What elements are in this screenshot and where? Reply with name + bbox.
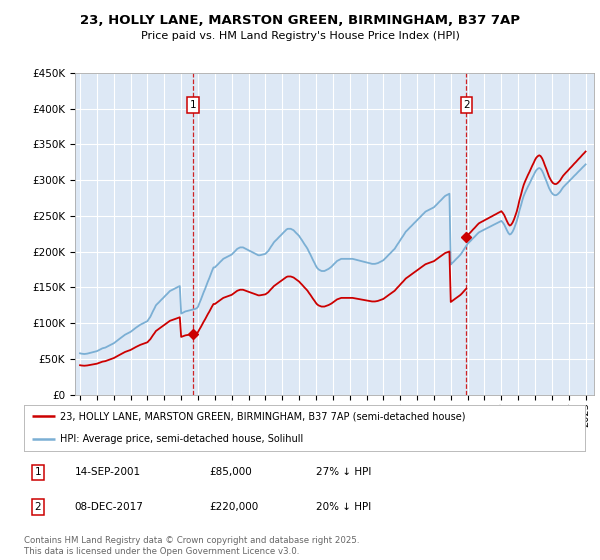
Text: HPI: Average price, semi-detached house, Solihull: HPI: Average price, semi-detached house,… bbox=[61, 435, 304, 444]
Text: 1: 1 bbox=[190, 100, 196, 110]
Text: 1: 1 bbox=[35, 467, 41, 477]
Text: 27% ↓ HPI: 27% ↓ HPI bbox=[316, 467, 371, 477]
Text: 2: 2 bbox=[463, 100, 470, 110]
Text: £85,000: £85,000 bbox=[209, 467, 252, 477]
Text: Contains HM Land Registry data © Crown copyright and database right 2025.
This d: Contains HM Land Registry data © Crown c… bbox=[24, 536, 359, 556]
Text: 2: 2 bbox=[35, 502, 41, 512]
Text: Price paid vs. HM Land Registry's House Price Index (HPI): Price paid vs. HM Land Registry's House … bbox=[140, 31, 460, 41]
Text: 20% ↓ HPI: 20% ↓ HPI bbox=[316, 502, 371, 512]
Text: 14-SEP-2001: 14-SEP-2001 bbox=[74, 467, 140, 477]
Text: 23, HOLLY LANE, MARSTON GREEN, BIRMINGHAM, B37 7AP: 23, HOLLY LANE, MARSTON GREEN, BIRMINGHA… bbox=[80, 14, 520, 27]
Text: £220,000: £220,000 bbox=[209, 502, 259, 512]
Text: 23, HOLLY LANE, MARSTON GREEN, BIRMINGHAM, B37 7AP (semi-detached house): 23, HOLLY LANE, MARSTON GREEN, BIRMINGHA… bbox=[61, 412, 466, 421]
Text: 08-DEC-2017: 08-DEC-2017 bbox=[74, 502, 143, 512]
